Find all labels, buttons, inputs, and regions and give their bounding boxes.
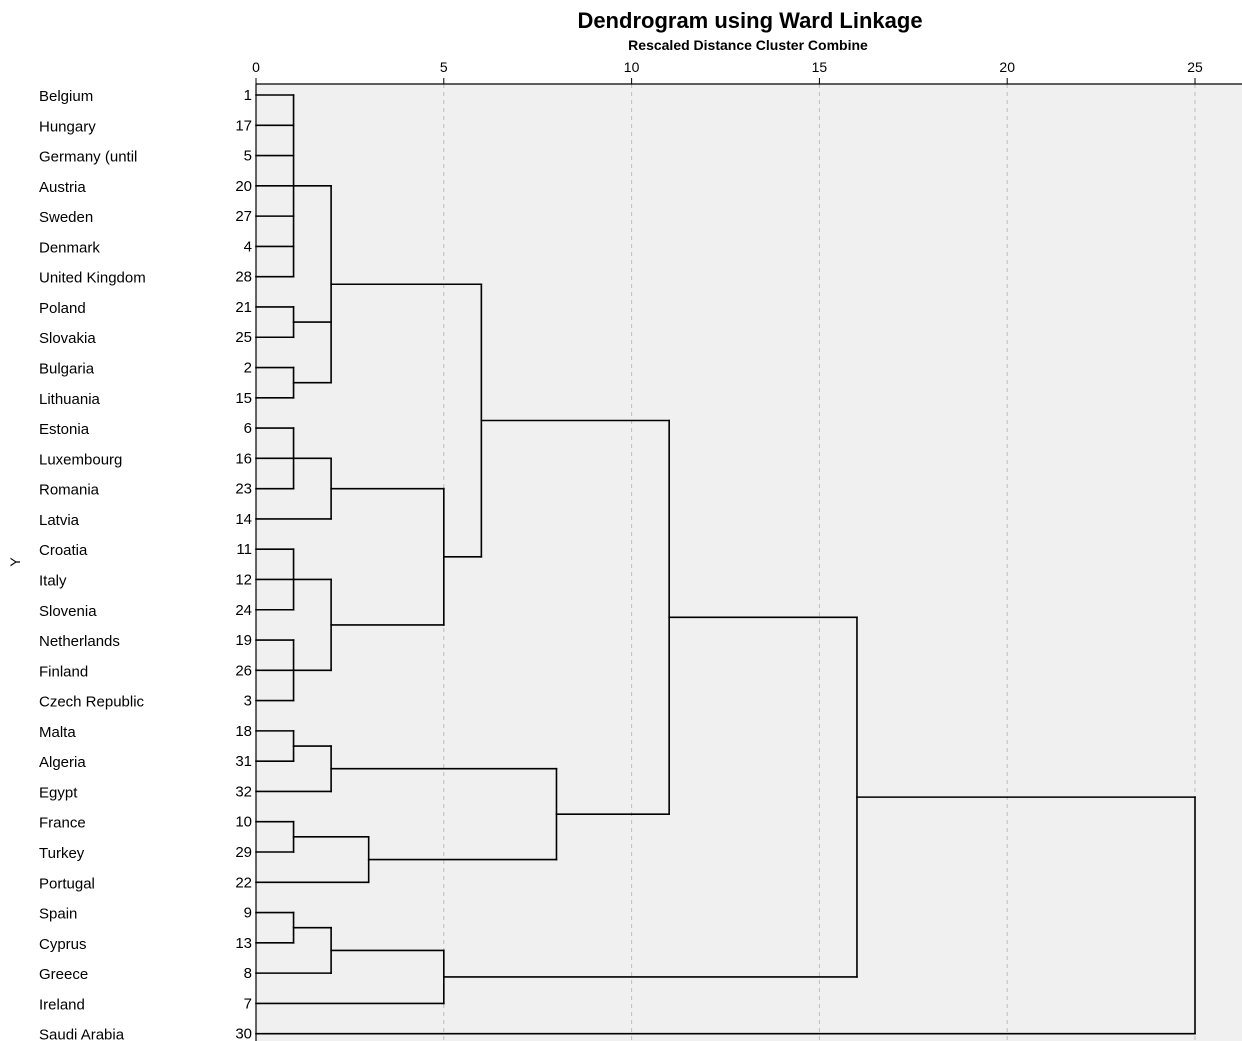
x-tick-label-10: 10 xyxy=(624,59,640,75)
case-number-18: 18 xyxy=(235,723,252,740)
plot-background xyxy=(256,84,1242,1041)
case-name-7: Ireland xyxy=(39,996,85,1013)
case-number-13: 13 xyxy=(235,935,252,952)
case-number-24: 24 xyxy=(235,602,252,619)
case-name-26: Finland xyxy=(39,663,88,680)
case-name-17: Hungary xyxy=(39,118,96,135)
case-name-30: Saudi Arabia xyxy=(39,1027,125,1041)
case-name-4: Denmark xyxy=(39,239,100,256)
case-number-30: 30 xyxy=(235,1026,252,1041)
case-number-6: 6 xyxy=(244,420,252,437)
case-name-28: United Kingdom xyxy=(39,270,146,287)
case-number-9: 9 xyxy=(244,905,252,922)
case-number-27: 27 xyxy=(235,208,252,225)
case-number-23: 23 xyxy=(235,481,252,498)
case-number-26: 26 xyxy=(235,662,252,679)
case-name-1: Belgium xyxy=(39,88,93,105)
case-number-1: 1 xyxy=(244,87,252,104)
case-number-12: 12 xyxy=(235,571,252,588)
case-number-14: 14 xyxy=(235,511,252,528)
case-name-19: Netherlands xyxy=(39,633,120,650)
chart-title: Dendrogram using Ward Linkage xyxy=(577,8,922,33)
case-number-2: 2 xyxy=(244,360,252,377)
case-number-19: 19 xyxy=(235,632,252,649)
case-name-25: Slovakia xyxy=(39,330,96,347)
y-axis-label: Y xyxy=(7,557,23,567)
case-name-14: Latvia xyxy=(39,512,80,529)
case-number-25: 25 xyxy=(235,329,252,346)
case-name-10: France xyxy=(39,815,86,832)
case-name-5: Germany (until xyxy=(39,149,137,166)
case-number-8: 8 xyxy=(244,965,252,982)
case-name-23: Romania xyxy=(39,482,100,499)
case-name-27: Sweden xyxy=(39,209,93,226)
case-name-6: Estonia xyxy=(39,421,90,438)
case-name-15: Lithuania xyxy=(39,391,101,408)
case-number-11: 11 xyxy=(236,541,252,558)
case-name-22: Portugal xyxy=(39,875,95,892)
case-number-3: 3 xyxy=(244,693,252,710)
case-name-9: Spain xyxy=(39,906,77,923)
case-number-16: 16 xyxy=(235,450,252,467)
case-number-28: 28 xyxy=(235,269,252,286)
case-name-2: Bulgaria xyxy=(39,361,95,378)
case-number-20: 20 xyxy=(235,178,252,195)
x-tick-label-25: 25 xyxy=(1187,59,1203,75)
case-name-24: Slovenia xyxy=(39,603,97,620)
chart-subtitle: Rescaled Distance Cluster Combine xyxy=(628,37,868,53)
case-name-11: Croatia xyxy=(39,542,88,559)
case-number-4: 4 xyxy=(244,238,252,255)
x-tick-label-5: 5 xyxy=(440,59,448,75)
case-number-5: 5 xyxy=(244,148,252,165)
case-number-29: 29 xyxy=(235,844,252,861)
x-tick-label-0: 0 xyxy=(252,59,260,75)
case-number-22: 22 xyxy=(235,874,252,891)
case-name-18: Malta xyxy=(39,724,76,741)
case-name-32: Egypt xyxy=(39,784,78,801)
case-number-21: 21 xyxy=(235,299,252,316)
case-name-8: Greece xyxy=(39,966,88,983)
case-name-16: Luxembourg xyxy=(39,451,122,468)
case-number-31: 31 xyxy=(235,753,252,770)
case-name-29: Turkey xyxy=(39,845,85,862)
case-name-21: Poland xyxy=(39,300,86,317)
case-number-15: 15 xyxy=(235,390,252,407)
case-number-7: 7 xyxy=(244,995,252,1012)
x-tick-label-15: 15 xyxy=(812,59,828,75)
case-number-17: 17 xyxy=(235,117,252,134)
x-tick-label-20: 20 xyxy=(999,59,1015,75)
case-name-3: Czech Republic xyxy=(39,694,145,711)
case-name-12: Italy xyxy=(39,572,67,589)
case-name-20: Austria xyxy=(39,179,86,196)
case-number-32: 32 xyxy=(235,783,252,800)
case-name-31: Algeria xyxy=(39,754,86,771)
case-name-13: Cyprus xyxy=(39,936,87,953)
case-number-10: 10 xyxy=(235,814,252,831)
